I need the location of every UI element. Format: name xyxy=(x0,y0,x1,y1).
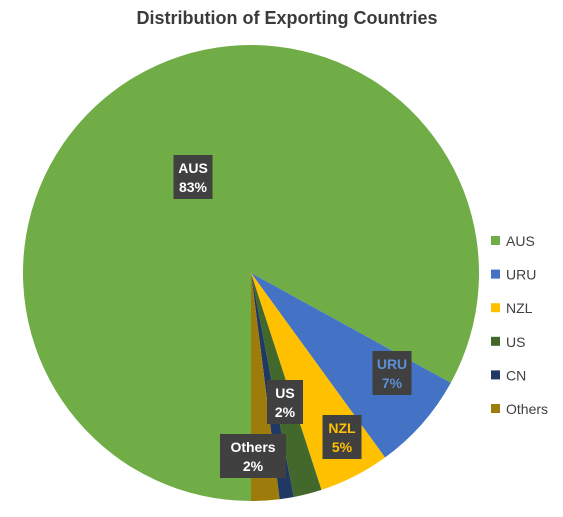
data-label-name: NZL xyxy=(328,420,356,436)
data-label-name: AUS xyxy=(178,160,208,176)
legend-item-aus: AUS xyxy=(491,233,535,249)
data-label-value: 2% xyxy=(243,458,264,474)
legend-label: CN xyxy=(506,367,526,383)
data-label-box xyxy=(267,380,303,424)
legend-label: Others xyxy=(506,401,548,417)
data-label-value: 83% xyxy=(179,179,208,195)
data-label-name: URU xyxy=(377,356,407,372)
data-labels: AUS 83% URU 7% NZL 5% US 2% Others 2% xyxy=(173,155,412,478)
legend-label: URU xyxy=(506,267,536,283)
data-label-value: 7% xyxy=(382,375,403,391)
legend-swatch xyxy=(491,236,500,245)
legend-swatch xyxy=(491,404,500,413)
data-label-box xyxy=(173,155,213,199)
legend-item-uru: URU xyxy=(491,267,536,283)
data-label-aus: AUS 83% xyxy=(173,155,213,199)
data-label-value: 2% xyxy=(275,404,296,420)
legend-label: AUS xyxy=(506,233,535,249)
data-label-uru: URU 7% xyxy=(372,351,412,395)
pie-slices xyxy=(23,44,479,501)
data-label-box xyxy=(372,351,412,395)
chart-title: Distribution of Exporting Countries xyxy=(137,8,438,28)
legend-item-us: US xyxy=(491,334,525,350)
data-label-us: US 2% xyxy=(267,380,303,424)
legend-swatch xyxy=(491,303,500,313)
data-label-name: Others xyxy=(230,439,275,455)
data-label-name: US xyxy=(275,385,294,401)
data-label-others: Others 2% xyxy=(220,434,286,478)
legend-item-cn: CN xyxy=(491,367,526,383)
pie-slice-uru xyxy=(251,273,451,458)
data-label-nzl: NZL 5% xyxy=(322,415,362,459)
legend: AUS URU NZL US CN Others xyxy=(491,233,548,417)
legend-swatch xyxy=(491,370,500,380)
legend-label: NZL xyxy=(506,300,533,316)
data-label-box xyxy=(220,434,286,478)
data-label-value: 5% xyxy=(332,439,353,455)
legend-label: US xyxy=(506,334,525,350)
data-label-box xyxy=(322,415,362,459)
legend-swatch xyxy=(491,269,500,279)
legend-item-nzl: NZL xyxy=(491,300,533,316)
legend-item-others: Others xyxy=(491,401,548,417)
legend-swatch xyxy=(491,336,500,346)
